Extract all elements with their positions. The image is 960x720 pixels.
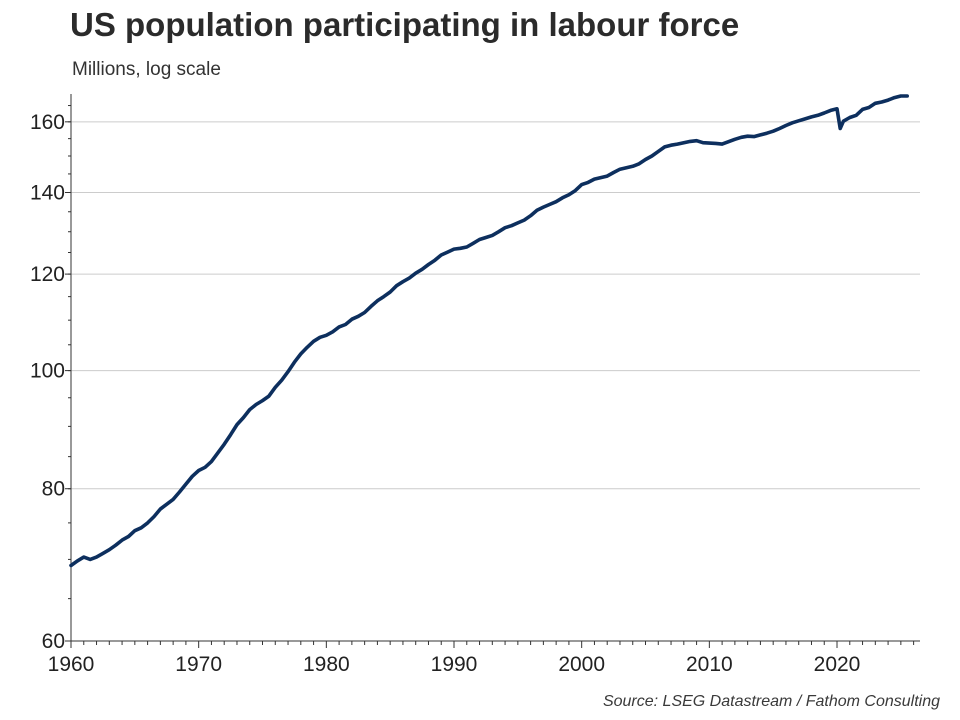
gridlines bbox=[71, 121, 920, 490]
x-tick-label-2000: 2000 bbox=[558, 653, 605, 676]
series-line-0 bbox=[69, 94, 910, 568]
y-tick-label-120: 120 bbox=[30, 263, 65, 286]
x-axis-labels: 1960 1970 1980 1990 2000 2010 2020 bbox=[48, 653, 861, 676]
y-axis-labels: 60 80 100 120 140 160 bbox=[30, 111, 65, 653]
y-tick-label-160: 160 bbox=[30, 111, 65, 134]
axes bbox=[65, 94, 920, 648]
y-tick-label-140: 140 bbox=[30, 182, 65, 205]
series-group bbox=[69, 94, 910, 568]
y-tick-label-100: 100 bbox=[30, 360, 65, 383]
chart-title: US population participating in labour fo… bbox=[70, 6, 740, 43]
y-tick-label-60: 60 bbox=[42, 630, 65, 653]
chart-subtitle: Millions, log scale bbox=[72, 59, 221, 80]
x-tick-label-1990: 1990 bbox=[431, 653, 478, 676]
x-tick-label-1970: 1970 bbox=[175, 653, 222, 676]
x-tick-label-2010: 2010 bbox=[686, 653, 733, 676]
x-tick-label-1980: 1980 bbox=[303, 653, 350, 676]
x-tick-label-2020: 2020 bbox=[814, 653, 861, 676]
x-tick-label-1960: 1960 bbox=[48, 653, 95, 676]
y-tick-label-80: 80 bbox=[42, 478, 65, 501]
source-note: Source: LSEG Datastream / Fathom Consult… bbox=[602, 693, 940, 710]
